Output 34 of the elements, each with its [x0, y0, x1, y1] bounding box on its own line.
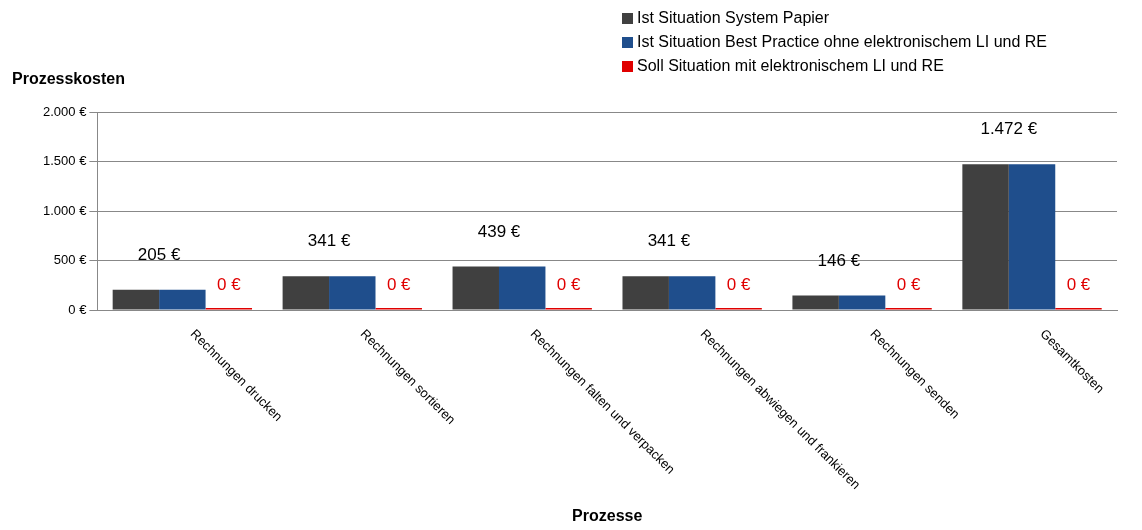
legend-label: Ist Situation Best Practice ohne elektronischem LI und RE — [637, 33, 1047, 50]
y-tick-label: 1.500 € — [43, 153, 88, 169]
bar — [329, 276, 376, 310]
bar — [498, 266, 546, 310]
bar — [838, 295, 886, 310]
data-label: 146 € — [817, 250, 861, 270]
bar — [282, 276, 330, 310]
data-label: 341 € — [307, 231, 351, 251]
data-label: 0 € — [896, 275, 921, 295]
data-label: 341 € — [647, 231, 691, 251]
y-tick-label: 500 € — [53, 252, 88, 268]
legend-label: Ist Situation System Papier — [637, 9, 830, 26]
data-label: 1.472 € — [980, 119, 1038, 139]
legend-label: Soll Situation mit elektronischem LI und RE — [637, 57, 944, 74]
y-tick-label: 2.000 € — [43, 103, 88, 119]
data-label: 0 € — [556, 275, 582, 295]
bar — [622, 276, 669, 310]
y-axis-title: Prozesskosten — [12, 70, 125, 88]
bar — [1008, 164, 1056, 310]
data-label: 0 € — [386, 275, 412, 295]
y-tick-label: 1.000 € — [43, 202, 88, 218]
bar — [112, 289, 160, 310]
data-label: 0 € — [1066, 275, 1091, 295]
x-axis-title: Prozesse — [572, 506, 643, 524]
y-tick-label: 0 € — [68, 301, 88, 317]
data-label: 439 € — [477, 221, 521, 241]
bar — [159, 289, 206, 310]
data-label: 205 € — [137, 244, 181, 264]
data-label: 0 € — [216, 275, 242, 295]
bar — [452, 266, 499, 310]
bar — [792, 295, 839, 310]
data-label: 0 € — [726, 275, 751, 295]
bar — [668, 276, 716, 310]
bar — [962, 164, 1009, 310]
